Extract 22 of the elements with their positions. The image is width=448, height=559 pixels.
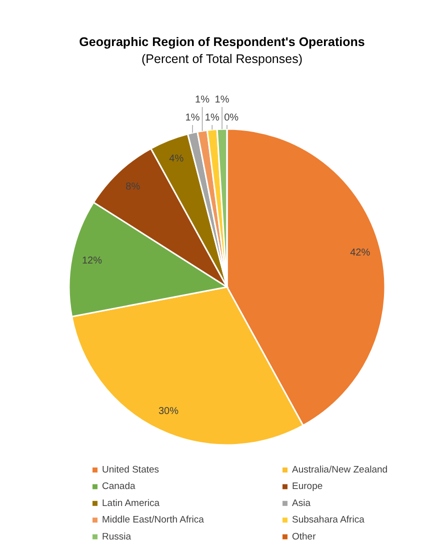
text: 0% bbox=[224, 112, 239, 124]
data-label: 1% bbox=[195, 94, 210, 106]
data-label: 4% bbox=[169, 154, 184, 165]
data-label: 30% bbox=[158, 406, 179, 417]
data-label: 12% bbox=[82, 256, 102, 267]
data-label: 8% bbox=[126, 181, 140, 192]
legend-label: Russia bbox=[102, 531, 132, 542]
legend-label: Canada bbox=[102, 481, 136, 492]
legend-label: Other bbox=[292, 531, 316, 542]
chart-subtitle: (Percent of Total Responses) bbox=[142, 52, 302, 66]
data-label: 42% bbox=[350, 247, 370, 258]
legend-label: Latin America bbox=[102, 498, 160, 509]
legend-label: Middle East/North Africa bbox=[102, 514, 205, 526]
data-label: 1% bbox=[214, 94, 230, 106]
chart-title: Geographic Region of Respondent's Operations bbox=[79, 35, 365, 49]
legend-label: United States bbox=[102, 464, 160, 476]
legend-label: Asia bbox=[292, 498, 312, 509]
legend-label: Subsahara Africa bbox=[292, 514, 366, 526]
legend-label: Australia/New Zealand bbox=[292, 464, 388, 476]
data-label: 1% bbox=[185, 112, 200, 124]
legend-label: Europe bbox=[292, 481, 323, 492]
data-label: 1% bbox=[204, 112, 220, 124]
